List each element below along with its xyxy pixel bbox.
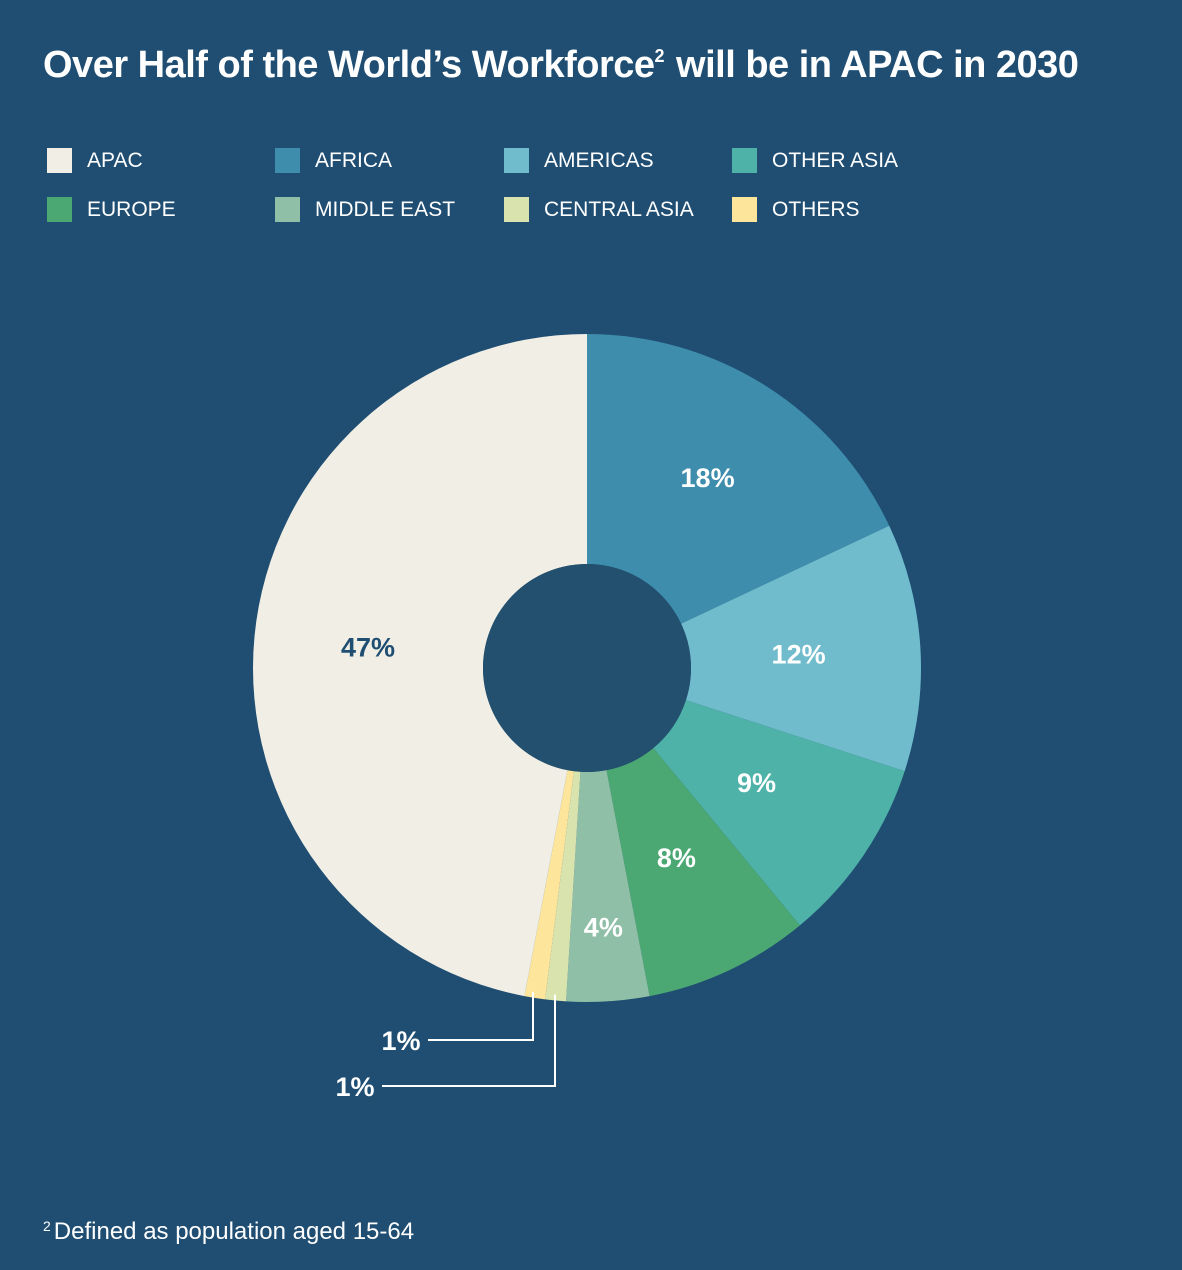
slice-americas — [681, 525, 921, 772]
legend-item-africa: AFRICA — [275, 148, 504, 173]
leader-line-others — [428, 991, 534, 1041]
slice-africa — [587, 334, 890, 624]
legend-label-middle-east: MIDDLE EAST — [315, 197, 456, 221]
slice-europe — [606, 748, 800, 997]
slice-apac — [252, 334, 587, 997]
title-superscript: 2 — [654, 46, 665, 66]
data-label-middle-east: 4% — [584, 912, 623, 942]
legend-item-americas: AMERICAS — [504, 148, 732, 173]
legend-label-apac: APAC — [87, 148, 143, 172]
footnote-text: Defined as population aged 15-64 — [53, 1218, 415, 1245]
legend-label-africa: AFRICA — [315, 148, 393, 172]
legend-swatch-others — [732, 197, 757, 222]
slice-middle-east — [566, 770, 650, 1002]
leader-line-central-asia — [382, 994, 556, 1087]
data-label-europe: 8% — [657, 843, 696, 873]
slice-other-asia — [653, 700, 905, 926]
data-label-others: 1% — [381, 1026, 420, 1056]
legend-label-americas: AMERICAS — [544, 148, 654, 172]
legend-label-other-asia: OTHER ASIA — [772, 148, 899, 172]
legend-item-other-asia: OTHER ASIA — [732, 148, 932, 173]
title-rest: will be in APAC in 2030 — [676, 44, 1079, 86]
legend-item-central-asia: CENTRAL ASIA — [504, 197, 732, 222]
data-label-apac: 47% — [341, 632, 395, 662]
legend-label-europe: EUROPE — [87, 197, 176, 221]
slice-central-asia — [545, 771, 581, 1002]
legend-swatch-apac — [47, 148, 72, 173]
legend-label-others: OTHERS — [772, 197, 860, 221]
legend-item-others: OTHERS — [732, 197, 932, 222]
legend-swatch-americas — [504, 148, 529, 173]
legend-swatch-other-asia — [732, 148, 757, 173]
donut-hole — [483, 564, 691, 772]
legend-swatch-europe — [47, 197, 72, 222]
legend-item-apac: APAC — [47, 148, 275, 173]
footnote-superscript: 2 — [43, 1218, 51, 1234]
data-label-other-asia: 9% — [737, 768, 776, 798]
legend-label-central-asia: CENTRAL ASIA — [544, 197, 694, 221]
legend-swatch-africa — [275, 148, 300, 173]
footnote: 2 Defined as population aged 15-64 — [43, 1218, 414, 1246]
title-main: Over Half of the World’s Workforce — [43, 44, 655, 86]
data-label-central-asia: 1% — [335, 1072, 374, 1102]
legend-swatch-middle-east — [275, 197, 300, 222]
chart-title: Over Half of the World’s Workforce2 will … — [43, 44, 1079, 87]
legend: APAC AFRICA AMERICAS OTHER ASIA EUROPE MIDDLE… — [47, 148, 932, 222]
legend-item-europe: EUROPE — [47, 197, 275, 222]
legend-item-middle-east: MIDDLE EAST — [275, 197, 504, 222]
slice-others — [524, 770, 574, 1000]
data-label-africa: 18% — [681, 463, 735, 493]
data-label-americas: 12% — [772, 640, 826, 670]
legend-swatch-central-asia — [504, 197, 529, 222]
